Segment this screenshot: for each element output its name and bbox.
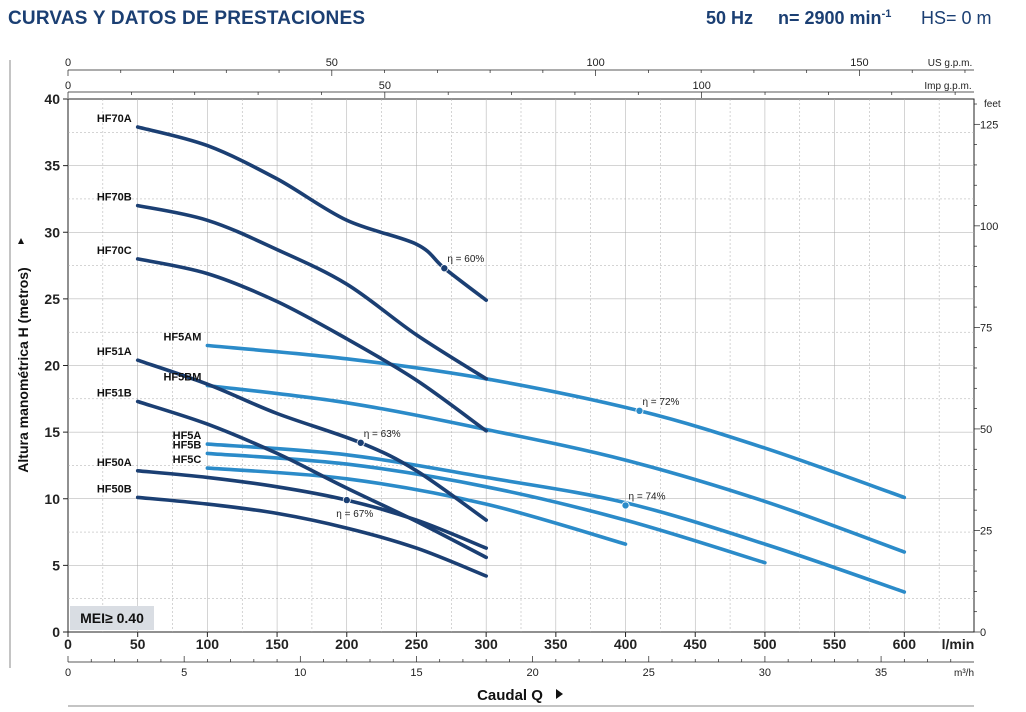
us-gpm-unit-label: US g.p.m. <box>928 58 972 69</box>
feet-tick-label: 75 <box>980 322 992 334</box>
series-line-hf50a <box>135 469 488 550</box>
x-tick-label: 100 <box>196 636 220 652</box>
efficiency-label: η = 63% <box>364 429 401 440</box>
series-line-hf70c <box>135 257 488 433</box>
y-axis-label: Altura manométrica H (metros) <box>15 267 31 472</box>
series-label: HF51B <box>97 387 132 399</box>
efficiency-point <box>356 438 365 447</box>
x-axis-arrow-icon <box>556 689 563 699</box>
us-gpm-tick-label: 0 <box>65 57 71 69</box>
series-line-hf5a <box>205 442 907 594</box>
y-tick-label: 10 <box>44 491 60 507</box>
x-tick-label: 200 <box>335 636 359 652</box>
series-line-hf51a <box>135 358 488 522</box>
feet-tick-label: 50 <box>980 424 992 436</box>
y-tick-label: 15 <box>44 424 60 440</box>
efficiency-label: η = 74% <box>629 491 666 502</box>
series-label: HF5A <box>173 430 202 442</box>
x-unit-label: l/min <box>942 636 975 652</box>
series-line-hf70b <box>135 203 488 381</box>
m3h-tick-label: 5 <box>181 667 187 679</box>
suction-height-label: HS= 0 m <box>921 8 992 28</box>
m3h-unit-label: m³/h <box>954 668 974 679</box>
x-tick-label: 250 <box>405 636 429 652</box>
feet-tick-label: 125 <box>980 119 998 131</box>
y-axis-arrow-icon <box>18 238 24 244</box>
y-tick-label: 30 <box>44 224 60 240</box>
series-label: HF5B <box>173 439 202 451</box>
efficiency-point <box>635 406 644 415</box>
feet-tick-label: 25 <box>980 525 992 537</box>
efficiency-point <box>621 501 630 510</box>
m3h-tick-label: 10 <box>294 667 306 679</box>
m3h-tick-label: 20 <box>526 667 538 679</box>
efficiency-label: η = 72% <box>642 397 679 408</box>
imp-gpm-tick-label: 0 <box>65 80 71 92</box>
series-label: HF50A <box>97 457 132 469</box>
x-tick-label: 50 <box>130 636 146 652</box>
x-tick-label: 300 <box>474 636 498 652</box>
y-tick-label: 35 <box>44 158 60 174</box>
axes: 0 50 100 150 200 250 300 350 400 450 500 550 600 l/mi… <box>9 57 1001 707</box>
feet-unit-label: feet <box>984 99 1001 110</box>
series-label: HF51A <box>97 346 132 358</box>
m3h-tick-label: 0 <box>65 667 71 679</box>
series-line-hf5am <box>205 343 907 500</box>
series-label: HF70C <box>97 245 132 257</box>
x-tick-label: 150 <box>265 636 289 652</box>
us-gpm-tick-label: 150 <box>850 57 868 69</box>
imp-gpm-tick-label: 100 <box>692 80 710 92</box>
x-tick-label: 450 <box>684 636 708 652</box>
series-label: HF5C <box>173 454 202 466</box>
y-tick-label: 25 <box>44 291 60 307</box>
feet-tick-label: 0 <box>980 627 986 639</box>
x-axis-label: Caudal Q <box>477 687 543 704</box>
x-tick-label: 400 <box>614 636 638 652</box>
frequency-label: 50 Hz <box>706 8 754 28</box>
y-tick-label: 5 <box>52 557 60 573</box>
x-tick-label: 350 <box>544 636 568 652</box>
series-label: HF5AM <box>163 332 201 344</box>
series-line-hf5bm <box>205 383 907 554</box>
imp-gpm-tick-label: 50 <box>379 80 391 92</box>
m3h-tick-label: 30 <box>759 667 771 679</box>
efficiency-point <box>440 264 449 273</box>
series-line-hf50b <box>135 495 488 578</box>
m3h-tick-label: 25 <box>643 667 655 679</box>
x-tick-label: 0 <box>64 636 72 652</box>
speed-label: n= 2900 min-1 <box>778 8 891 29</box>
series-line-hf5b <box>205 451 767 565</box>
x-tick-label: 550 <box>823 636 847 652</box>
series-line-hf5c <box>205 466 628 546</box>
y-tick-label: 20 <box>44 358 60 374</box>
x-tick-label: 600 <box>893 636 917 652</box>
feet-tick-label: 100 <box>980 221 998 233</box>
series-label: HF5BM <box>163 371 201 383</box>
imp-gpm-unit-label: Imp g.p.m. <box>924 81 971 92</box>
m3h-tick-label: 35 <box>875 667 887 679</box>
y-tick-label: 0 <box>52 624 60 640</box>
us-gpm-tick-label: 50 <box>326 57 338 69</box>
series-label: HF70A <box>97 113 132 125</box>
speed-text: n= 2900 min <box>778 8 882 28</box>
us-gpm-tick-label: 100 <box>586 57 604 69</box>
x-tick-label: 500 <box>753 636 777 652</box>
series-label: HF70B <box>97 192 132 204</box>
y-tick-label: 40 <box>44 91 60 107</box>
series-line-hf51b <box>135 399 488 560</box>
page-title: CURVAS Y DATOS DE PRESTACIONES <box>8 8 366 29</box>
series-lines <box>135 125 907 594</box>
efficiency-label: η = 60% <box>447 254 484 265</box>
efficiency-point <box>342 496 351 505</box>
m3h-tick-label: 15 <box>410 667 422 679</box>
mei-label: MEI≥ 0.40 <box>80 610 144 626</box>
mei-badge <box>70 606 154 630</box>
speed-exponent: -1 <box>881 8 892 20</box>
series-label: HF50B <box>97 483 132 495</box>
grid <box>67 98 975 633</box>
efficiency-label: η = 67% <box>336 509 373 520</box>
